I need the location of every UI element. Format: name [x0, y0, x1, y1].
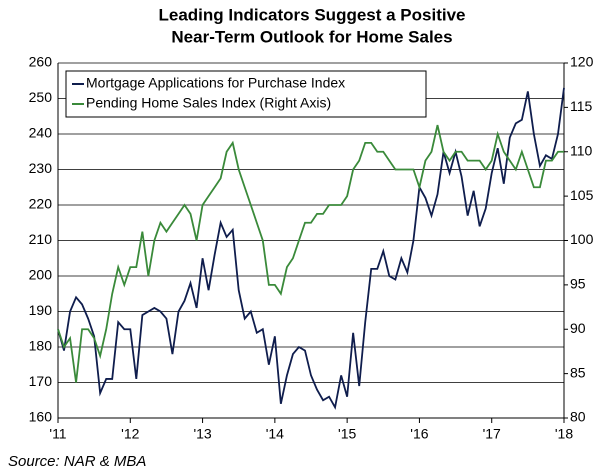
y-tick-label: 170	[29, 373, 53, 389]
x-tick-label: '13	[193, 426, 211, 442]
y-tick-label: 210	[29, 231, 53, 247]
legend-label: Pending Home Sales Index (Right Axis)	[86, 95, 331, 111]
y-tick-label: 250	[29, 89, 53, 105]
x-tick-label: '15	[338, 426, 356, 442]
y2-tick-label: 105	[570, 187, 594, 203]
x-tick-label: '18	[555, 426, 573, 442]
x-tick-label: '12	[121, 426, 139, 442]
y-tick-label: 160	[29, 409, 53, 425]
x-tick-label: '17	[483, 426, 501, 442]
x-tick-label: '14	[266, 426, 284, 442]
y2-tick-label: 95	[570, 276, 586, 292]
chart-title: Near-Term Outlook for Home Sales	[171, 27, 452, 46]
legend-box	[65, 70, 427, 118]
legend-label: Mortgage Applications for Purchase Index	[86, 75, 345, 91]
x-tick-label: '16	[410, 426, 428, 442]
y2-tick-label: 90	[570, 320, 586, 336]
series-line	[57, 124, 564, 383]
source: Source: NAR & MBA	[8, 453, 146, 470]
y-tick-label: 230	[29, 160, 53, 176]
y2-tick-label: 120	[570, 54, 594, 70]
y-tick-label: 200	[29, 267, 53, 283]
y2-tick-label: 100	[570, 231, 594, 247]
y-tick-label: 260	[29, 54, 53, 70]
y-tick-label: 190	[29, 302, 53, 318]
chart-title: Leading Indicators Suggest a Positive	[158, 5, 465, 24]
y2-tick-label: 85	[570, 364, 586, 380]
y-tick-label: 180	[29, 338, 53, 354]
x-tick-label: '11	[49, 426, 66, 442]
y-tick-label: 220	[29, 196, 53, 212]
y2-tick-label: 115	[570, 98, 593, 114]
series-line	[57, 87, 565, 410]
y-tick-label: 240	[29, 125, 53, 141]
y2-tick-label: 80	[570, 409, 586, 425]
y2-tick-label: 110	[570, 142, 593, 158]
